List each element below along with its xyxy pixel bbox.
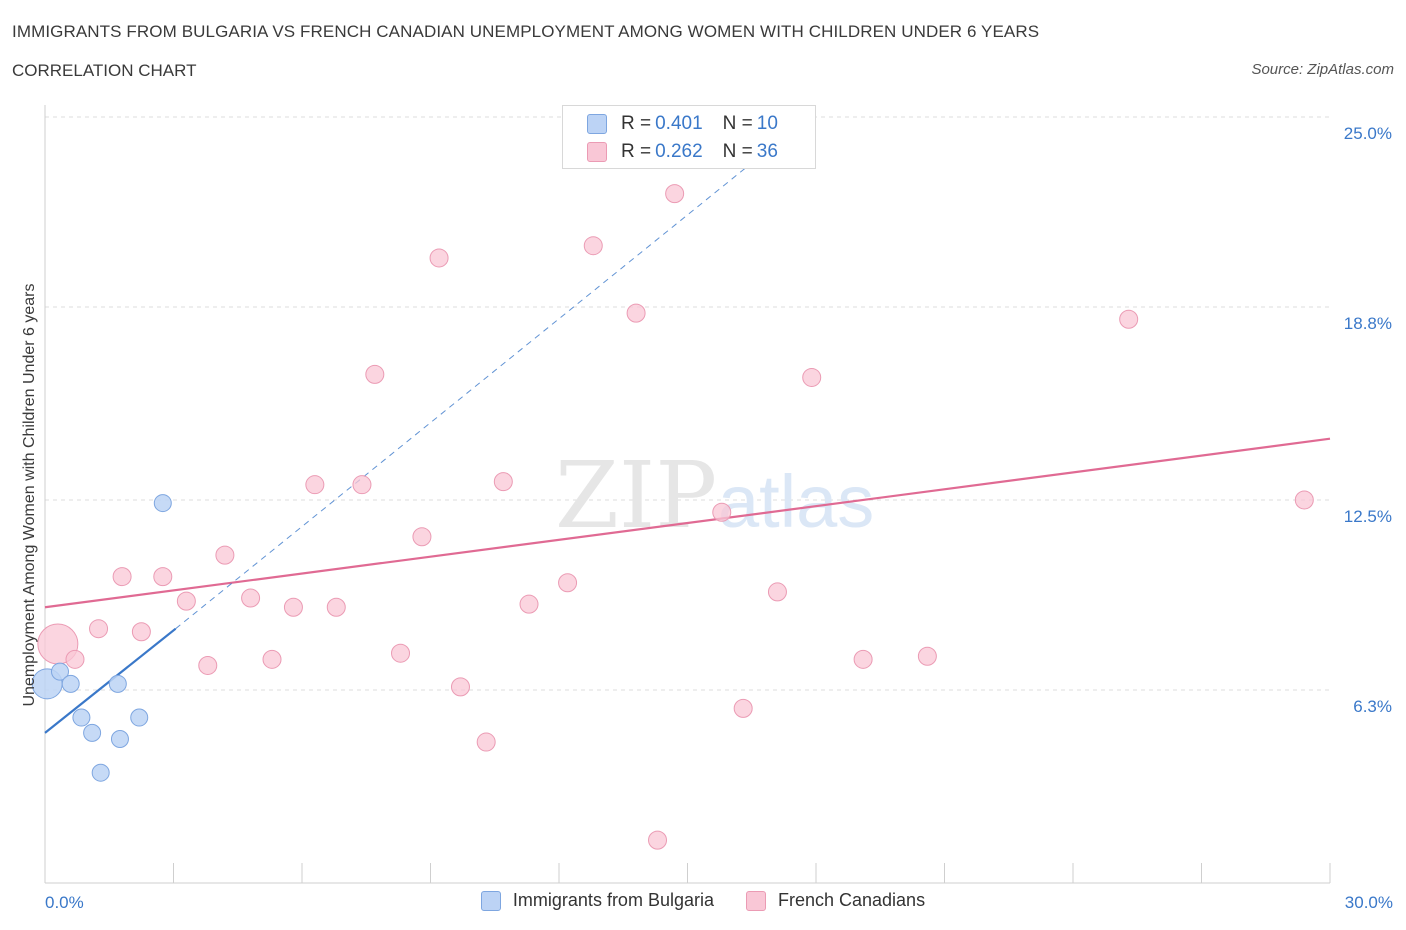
point-french-canadian	[112, 567, 132, 587]
legend-item-french-canadian[interactable]: French Canadians	[745, 890, 926, 911]
legend-swatch-blue	[480, 890, 501, 911]
source-label: Source: ZipAtlas.com	[1251, 61, 1394, 78]
point-french-canadian	[241, 588, 261, 608]
point-french-canadian	[429, 248, 449, 268]
point-french-canadian	[365, 364, 385, 384]
point-french-canadian	[712, 502, 732, 522]
point-french-canadian	[583, 236, 603, 256]
tick-labels-layer: 6.3% 12.5% 18.8% 25.0% 0.0% 30.0%	[45, 124, 1393, 912]
r-label: R =	[621, 141, 652, 162]
point-french-canadian	[853, 649, 873, 669]
r-value-bulgaria: 0.401	[655, 113, 703, 134]
point-bulgaria	[83, 723, 102, 742]
point-french-canadian	[626, 303, 646, 323]
point-french-canadian	[767, 582, 787, 602]
legend-item-bulgaria[interactable]: Immigrants from Bulgaria	[480, 890, 714, 911]
legend-label-bulgaria: Immigrants from Bulgaria	[512, 890, 714, 910]
point-french-canadian	[326, 597, 346, 617]
point-french-canadian	[558, 573, 578, 593]
legend-swatch-pink	[587, 142, 607, 162]
r-value-french-canadian: 0.262	[655, 141, 703, 162]
point-bulgaria	[50, 662, 69, 681]
point-french-canadian	[802, 367, 822, 387]
watermark-zip: ZIP	[555, 442, 717, 549]
point-french-canadian	[131, 622, 151, 642]
point-bulgaria	[72, 708, 91, 727]
y-tick-label: 25.0%	[1344, 124, 1392, 143]
point-french-canadian	[65, 649, 85, 669]
point-french-canadian	[176, 591, 196, 611]
point-french-canadian	[412, 527, 432, 547]
y-tick-label: 18.8%	[1344, 314, 1392, 333]
point-french-canadian	[391, 643, 411, 663]
point-french-canadian	[648, 830, 668, 850]
point-french-canadian	[89, 619, 109, 639]
point-bulgaria	[61, 674, 80, 693]
point-french-canadian	[153, 567, 173, 587]
point-french-canadian	[262, 649, 282, 669]
chart-title: IMMIGRANTS FROM BULGARIA VS FRENCH CANAD…	[12, 22, 1040, 41]
series-legend: Immigrants from Bulgaria French Canadian…	[0, 890, 1406, 911]
points-layer	[31, 184, 1314, 850]
legend-row-bulgaria: R = 0.401 N = 10	[587, 112, 778, 136]
point-bulgaria	[153, 494, 172, 513]
legend-row-french-canadian: R = 0.262 N = 36	[587, 140, 778, 164]
point-french-canadian	[1294, 490, 1314, 510]
point-bulgaria	[108, 674, 127, 693]
n-label: N =	[722, 113, 753, 134]
n-label: N =	[722, 141, 753, 162]
point-french-canadian	[215, 545, 235, 565]
legend-swatch-blue	[587, 114, 607, 134]
n-value-bulgaria: 10	[756, 113, 778, 134]
point-french-canadian	[450, 677, 470, 697]
point-french-canadian	[283, 597, 303, 617]
point-french-canadian	[476, 732, 496, 752]
point-french-canadian	[519, 594, 539, 614]
point-french-canadian	[352, 475, 372, 495]
chart-subtitle: CORRELATION CHART	[12, 61, 197, 80]
trendline-french-canadian	[44, 437, 1331, 609]
point-french-canadian	[665, 184, 685, 204]
x-tick-label-min: 0.0%	[45, 893, 84, 912]
legend-label-french-canadian: French Canadians	[777, 890, 926, 910]
point-french-canadian	[917, 646, 937, 666]
trendline-bulgaria-extended	[175, 162, 753, 630]
point-french-canadian	[1119, 309, 1139, 329]
y-tick-label: 6.3%	[1353, 697, 1392, 716]
point-french-canadian	[733, 698, 753, 718]
point-bulgaria	[110, 729, 129, 748]
watermark: ZIP atlas	[555, 442, 874, 549]
r-label: R =	[621, 113, 652, 134]
n-value-french-canadian: 36	[756, 141, 778, 162]
point-french-canadian	[305, 475, 325, 495]
grid-layer	[45, 116, 1330, 691]
y-axis-label: Unemployment Among Women with Children U…	[21, 283, 38, 707]
point-bulgaria	[91, 763, 110, 782]
correlation-legend: R = 0.401 N = 10 R = 0.262 N = 36	[562, 105, 816, 169]
point-bulgaria	[130, 708, 149, 727]
point-french-canadian	[198, 655, 218, 675]
axes-layer	[44, 105, 1331, 884]
legend-swatch-pink	[745, 890, 766, 911]
x-tick-label-max: 30.0%	[1345, 893, 1393, 912]
point-french-canadian	[493, 472, 513, 492]
y-tick-label: 12.5%	[1344, 507, 1392, 526]
